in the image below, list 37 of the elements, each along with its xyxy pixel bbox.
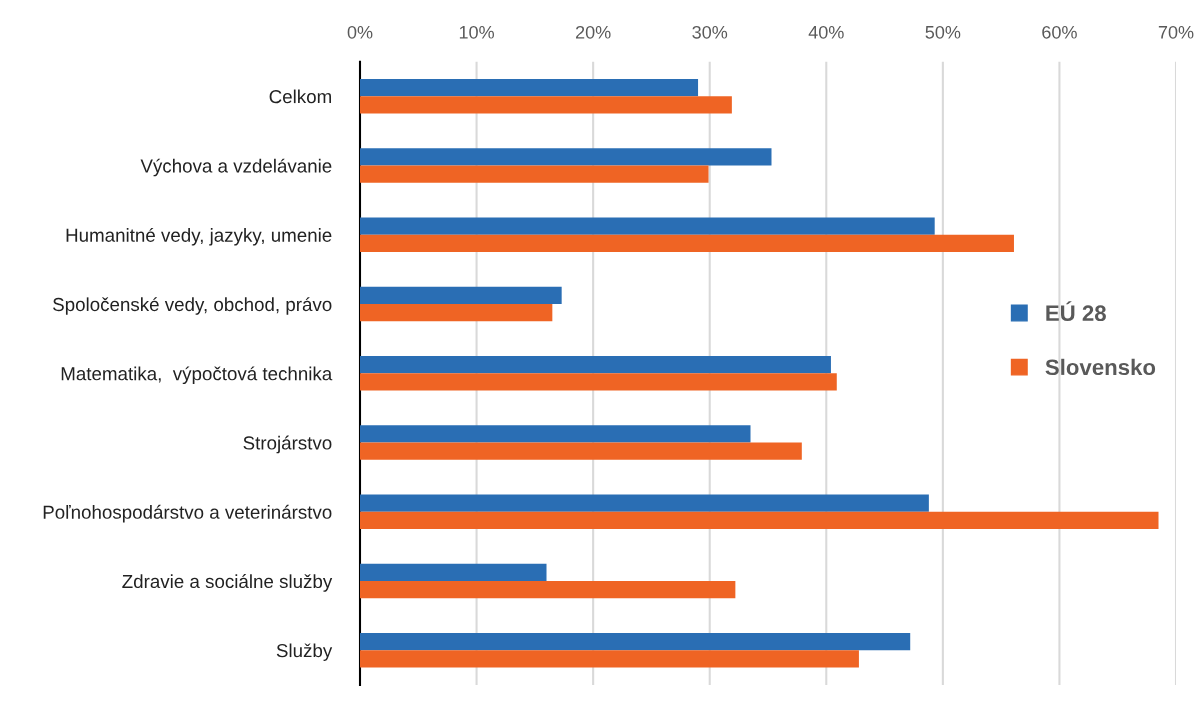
y-tick-label: Strojárstvo — [243, 435, 332, 454]
y-tick-label: Matematika, výpočtová technika — [61, 366, 333, 385]
y-tick-label: Poľnohospodárstvo a veterinárstvo — [43, 504, 332, 523]
bar — [360, 581, 736, 599]
x-tick-label: 10% — [459, 25, 494, 39]
bar — [360, 632, 911, 651]
bar — [360, 442, 802, 460]
legend-label: EÚ 28 — [1046, 301, 1106, 322]
y-tick-label: Humanitné vedy, jazyky, umenie — [66, 227, 332, 246]
legend-label: Slovensko — [1045, 358, 1156, 376]
bar — [360, 650, 859, 668]
x-tick-label: 20% — [575, 25, 611, 39]
bar — [360, 304, 553, 322]
x-tick-label: 50% — [925, 25, 961, 39]
y-tick-label: Spoločenské vedy, obchod, právo — [53, 297, 332, 315]
bar — [360, 373, 837, 391]
bar — [360, 563, 547, 582]
bar — [360, 286, 562, 305]
y-tick-label: Zdravie a sociálne služby — [122, 574, 333, 592]
bar — [360, 234, 1014, 253]
bar — [360, 425, 751, 443]
x-tick-label: 60% — [1042, 25, 1077, 39]
bar — [360, 165, 709, 183]
bar — [360, 79, 699, 97]
bar — [360, 511, 1159, 530]
y-tick-label: Výchova a vzdelávanie — [140, 158, 332, 177]
x-tick-label: 30% — [692, 25, 728, 39]
bar — [360, 148, 772, 166]
x-tick-label: 0% — [347, 25, 373, 39]
bar — [360, 96, 732, 114]
x-tick-label: 70% — [1158, 25, 1194, 39]
bar — [360, 217, 935, 235]
bar — [360, 494, 929, 512]
y-tick-label: Služby — [276, 643, 333, 661]
x-tick-label: 40% — [808, 25, 844, 39]
y-tick-label: Celkom — [269, 89, 331, 104]
bar — [360, 355, 831, 374]
